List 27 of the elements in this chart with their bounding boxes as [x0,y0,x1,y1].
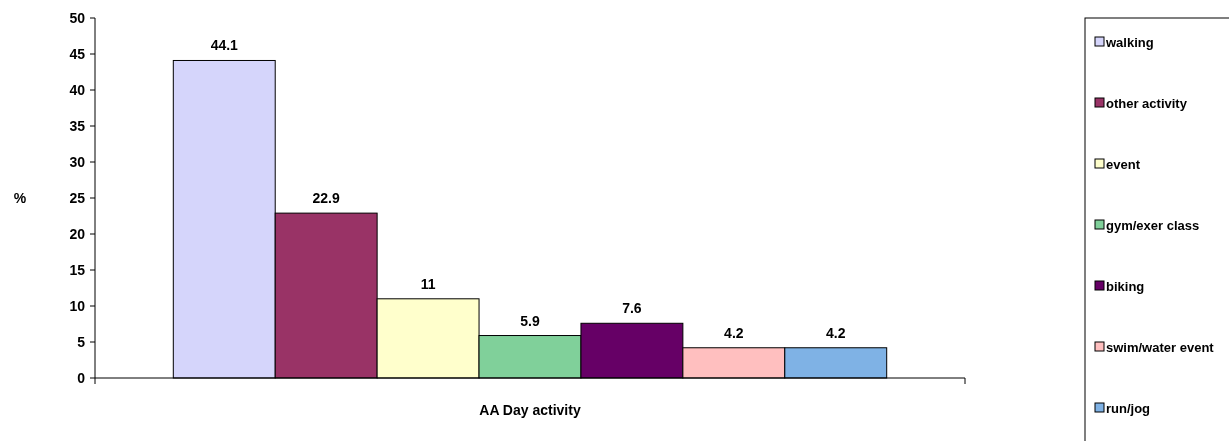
y-tick-label: 45 [69,45,86,62]
legend-label: event [1106,156,1141,172]
y-tick-label: 30 [69,153,86,170]
legend-label: gym/exer class [1106,217,1200,233]
y-tick-label: 40 [69,81,86,98]
legend-label: swim/water event [1106,339,1215,355]
data-label: 5.9 [520,312,540,329]
data-label: 11 [420,275,436,292]
y-tick-label: 15 [69,261,86,278]
y-axis-title: % [13,189,27,206]
data-label: 22.9 [312,190,341,207]
legend-label: other activity [1106,95,1188,111]
data-label: 4.2 [724,324,744,341]
data-label: 7.6 [622,300,642,317]
y-tick-label: 5 [77,333,86,350]
y-tick-label: 0 [77,369,86,386]
y-tick-label: 20 [69,225,86,242]
legend-label: walking [1105,34,1154,50]
y-tick-label: 25 [69,189,86,206]
legend-label: biking [1106,278,1145,294]
y-tick-label: 35 [69,117,86,134]
data-label: 4.2 [826,324,846,341]
x-axis-title: AA Day activity [479,402,581,418]
legend-label: run/jog [1106,400,1151,416]
y-tick-label: 10 [69,297,86,314]
y-tick-label: 50 [69,9,86,26]
data-label: 44.1 [210,37,239,54]
